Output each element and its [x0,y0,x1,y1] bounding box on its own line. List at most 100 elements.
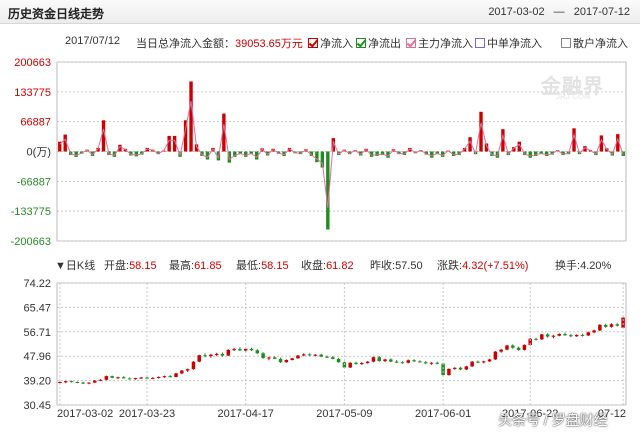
outflow-bar [369,151,374,157]
candle-body [133,378,138,380]
candle-body [238,349,242,351]
outflow-bar [244,151,248,157]
legend-retail-inflow[interactable]: 散户净流入 [561,35,628,51]
candle-body [249,348,254,351]
inflow-bar [479,111,483,152]
kline-toggle[interactable]: ▼日K线 [55,260,96,272]
candle-body [110,376,114,378]
checkbox-icon[interactable] [406,38,416,48]
fund-flow-chart[interactable]: 200663 133775 66887 0(万) -66887 -133775 -20066… [0,0,640,252]
range-separator: — [553,6,565,18]
candle-body [325,356,329,358]
checkbox-icon[interactable] [561,38,571,48]
candle-body [487,359,492,362]
candle-body [545,334,550,337]
inflow-bar [583,146,587,152]
y-tick-label: 200663 [14,57,51,69]
candle-body [313,354,318,356]
range-start-date[interactable]: 2017-03-02 [488,6,545,18]
checkbox-icon[interactable] [308,38,318,48]
legend-label: 散户净流入 [573,38,628,50]
flow-info-bar: 2017/07/12 当日总净流入金额：39053.65万元 净流入 净流出 主… [0,35,640,51]
inflow-bar [194,144,199,152]
outflow-bar [441,151,445,157]
outflow-bar [90,151,95,156]
prev-close: 昨收:57.50 [370,257,423,273]
candle-body [302,354,306,356]
x-tick-label: 2017-04-17 [218,408,274,420]
outflow-bar [430,151,434,158]
legend-main-inflow[interactable]: 主力净流入 [406,35,473,51]
candle-body [482,361,486,363]
candle-body [377,357,381,362]
checkbox-icon[interactable] [475,38,485,48]
candle-body [493,351,498,360]
outflow-bar [129,151,133,156]
low-label: 最低: [236,260,262,272]
y-tick-label: 133775 [14,87,51,99]
candle-body [592,330,596,333]
candle-body [75,382,80,384]
main-inflow-line [59,101,624,208]
y-tick-label: 56.71 [23,327,51,339]
candle-body [162,376,167,378]
outflow-bar [375,151,379,156]
x-tick-label: 07-12 [598,408,626,420]
candle-body [261,353,265,359]
outflow-bar [315,151,319,163]
candle-body [104,376,109,380]
candle-body [203,355,207,357]
inflow-bar [222,113,226,152]
inflow-bar [118,144,122,152]
legend-net-inflow[interactable]: 净流入 [308,35,353,51]
outflow-bar [561,151,565,156]
candle-body [429,362,434,364]
candle-body [319,354,323,357]
candle-body [551,335,556,337]
turnover-label: 换手: [555,260,581,272]
inflow-bar [172,135,177,152]
candle-body [435,362,440,364]
close-value: 61.82 [326,260,354,272]
checkbox-icon[interactable] [356,38,366,48]
outflow-bar [309,151,314,156]
candle-body [69,381,74,383]
candle-body [226,349,231,356]
inflow-bar [501,129,505,152]
prev-value: 57.50 [395,260,423,272]
candle-body [505,345,509,350]
turnover: 换手:4.20% [555,257,611,273]
inflow-bar [512,147,516,152]
change-value: 4.32(+7.51%) [462,260,529,272]
y-tick-label: -200663 [11,236,51,248]
inflow-bar [462,147,467,152]
legend-medium-inflow[interactable]: 中单净流入 [475,35,542,51]
outflow-bar [320,151,325,168]
candle-body [348,362,352,368]
legend-net-outflow[interactable]: 净流出 [356,35,401,51]
x-tick-label: 2017-03-02 [57,408,113,420]
selected-date: 2017/07/12 [65,35,121,47]
low-price: 最低:58.15 [236,257,289,273]
outflow-bar [435,151,439,155]
range-end-date[interactable]: 2017-07-12 [573,6,630,18]
inflow-bar [572,128,576,152]
outflow-bar [200,151,204,156]
candle-body [522,344,527,350]
candle-body [580,334,585,336]
x-tick-label: 2017-03-23 [119,408,175,420]
outflow-bar [249,151,253,155]
candle-body [540,334,544,340]
candle-body [156,376,161,378]
legend-label: 中单净流入 [487,38,542,50]
candle-body [412,360,416,362]
watermark-subtext: JRJ.COM [556,92,591,101]
candle-body [139,377,143,379]
high-price: 最高:61.85 [169,257,222,273]
candle-body [383,359,387,362]
candle-body [418,361,422,363]
candle-body [284,359,289,363]
candle-body [470,361,474,367]
turnover-value: 4.20% [580,260,612,272]
